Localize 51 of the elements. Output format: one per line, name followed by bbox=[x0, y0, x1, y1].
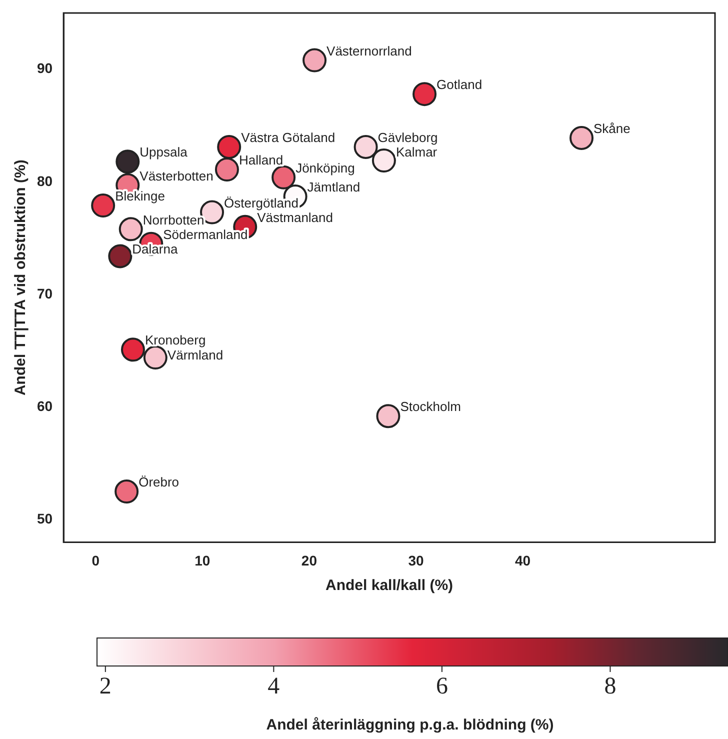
annotation: Uppsala bbox=[140, 144, 188, 160]
annotation: Västernorrland bbox=[326, 43, 412, 58]
point bbox=[372, 148, 396, 172]
annotation: Örebro bbox=[138, 474, 180, 490]
point bbox=[114, 480, 139, 504]
annotation: Halland bbox=[238, 152, 284, 168]
annotation: Jämtland bbox=[307, 180, 360, 195]
annotation: Kronoberg bbox=[144, 332, 206, 348]
y-tick-label: 50 bbox=[36, 510, 53, 527]
annotation: Västra Götaland bbox=[241, 130, 336, 146]
point bbox=[217, 134, 242, 159]
color-bar-label: 8 bbox=[604, 673, 616, 700]
point bbox=[116, 150, 140, 174]
annotation: Jönköping bbox=[296, 160, 355, 176]
annotation: Västmanland bbox=[257, 210, 334, 226]
annotation: Gotland bbox=[436, 77, 482, 92]
point bbox=[118, 217, 143, 242]
annotation: Blekinge bbox=[115, 188, 165, 204]
point bbox=[143, 346, 168, 370]
point bbox=[376, 404, 400, 428]
x-tick-label: 10 bbox=[194, 552, 210, 568]
point bbox=[570, 126, 594, 150]
point bbox=[108, 244, 132, 268]
y-axis-title: Andel TT|TTA vid obstruktion (%) bbox=[12, 160, 30, 396]
point bbox=[214, 158, 239, 182]
annotation: Värmland bbox=[167, 348, 224, 363]
y-tick-label: 70 bbox=[36, 285, 53, 302]
color-bar-label: 4 bbox=[268, 673, 280, 700]
annotation: Västerbotten bbox=[140, 168, 214, 184]
annotation: Stockholm bbox=[400, 399, 461, 414]
color-bar-label: 2 bbox=[99, 673, 112, 700]
point bbox=[120, 338, 145, 362]
x-tick-label: 30 bbox=[408, 552, 424, 568]
annotation: Gävleborg bbox=[378, 130, 438, 146]
point bbox=[302, 48, 327, 72]
x-tick-label: 20 bbox=[301, 552, 318, 568]
color-bar-title: Andel återinläggning p.g.a. blödning (%) bbox=[266, 716, 554, 734]
y-tick-label: 90 bbox=[36, 60, 53, 76]
annotation: Norrbotten bbox=[142, 212, 204, 228]
y-tick-label: 60 bbox=[36, 398, 53, 414]
x-axis-title: Andel kall/kall (%) bbox=[326, 577, 454, 594]
point bbox=[354, 134, 378, 159]
point bbox=[91, 194, 116, 218]
annotation: Kalmar bbox=[396, 144, 438, 160]
x-tick-label: 40 bbox=[514, 552, 531, 568]
annotation: Skåne bbox=[594, 121, 630, 136]
point bbox=[272, 165, 296, 190]
y-tick-label: 80 bbox=[36, 172, 53, 189]
color-bar-label: 6 bbox=[436, 673, 448, 700]
point bbox=[412, 82, 437, 106]
x-tick-label: 0 bbox=[92, 552, 100, 568]
